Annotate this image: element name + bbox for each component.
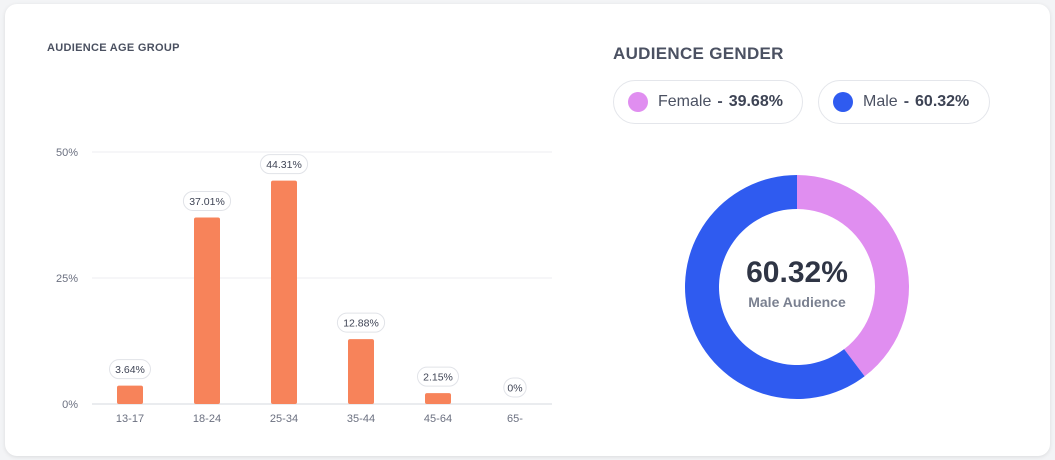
x-tick-label: 25-34 — [270, 413, 298, 425]
data-label-badge — [417, 366, 459, 387]
y-tick-label: 50% — [56, 147, 78, 159]
x-tick-label: 13-17 — [116, 413, 144, 425]
data-label-badge — [259, 154, 309, 175]
donut-slice-female[interactable] — [797, 175, 909, 377]
data-label-badge — [503, 377, 527, 398]
data-label: 44.31% — [266, 159, 302, 171]
male-color-dot — [833, 92, 853, 112]
female-color-dot — [628, 92, 648, 112]
donut-center-value: 60.32% — [746, 256, 848, 289]
bar-25-34[interactable] — [271, 180, 297, 404]
y-tick-label: 25% — [56, 273, 78, 285]
legend-item-male[interactable]: Male - 60.32% — [818, 80, 990, 124]
y-tick-label: 0% — [62, 399, 78, 411]
data-label-badge — [182, 190, 232, 211]
legend-female-label: Female — [658, 93, 712, 110]
legend-male-value: 60.32% — [915, 93, 970, 110]
data-label: 3.64% — [115, 364, 145, 376]
legend-female-value: 39.68% — [728, 93, 783, 110]
legend-male-separator: - — [903, 93, 910, 110]
x-tick-label: 65- — [507, 413, 523, 425]
legend-male-label: Male — [863, 93, 898, 110]
bar-35-44[interactable] — [348, 339, 374, 404]
data-label: 2.15% — [423, 372, 453, 384]
data-label-badge — [109, 359, 151, 380]
gender-chart-title: AUDIENCE GENDER — [613, 44, 784, 63]
data-label: 37.01% — [189, 196, 225, 208]
data-label: 0% — [507, 383, 522, 395]
x-tick-label: 18-24 — [193, 413, 221, 425]
bar-13-17[interactable] — [117, 385, 143, 404]
donut-center-label: Male Audience — [748, 294, 846, 310]
bar-18-24[interactable] — [194, 217, 220, 404]
data-label: 12.88% — [343, 318, 379, 330]
donut-slice-male[interactable] — [685, 175, 865, 399]
age-chart-title: AUDIENCE AGE GROUP — [47, 42, 180, 54]
legend-female-separator: - — [717, 93, 723, 110]
bar-45-64[interactable] — [425, 393, 451, 404]
legend-item-female[interactable]: Female - 39.68% — [613, 80, 803, 124]
data-label-badge — [336, 312, 386, 333]
x-tick-label: 35-44 — [347, 413, 375, 425]
x-tick-label: 45-64 — [424, 413, 452, 425]
